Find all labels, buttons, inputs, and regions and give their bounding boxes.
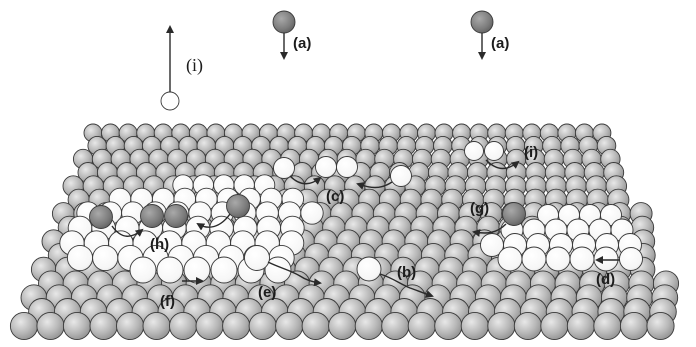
label-e: (e)	[258, 284, 276, 301]
substrate-atom	[619, 311, 649, 341]
substrate-atom	[195, 311, 224, 341]
adatom-dark	[89, 205, 113, 229]
substrate-atom	[62, 311, 92, 341]
adatom-cluster-c	[273, 157, 295, 179]
adatom-island-left	[300, 201, 324, 225]
substrate-atom	[301, 311, 330, 341]
adatom-island-left	[244, 245, 270, 271]
adatom-island-right	[569, 246, 595, 272]
adatom-cluster-c	[315, 156, 337, 178]
step-down-arrow-g	[472, 223, 507, 237]
dimer-arrow-l	[485, 159, 520, 170]
diffusion-arrow-c2	[356, 181, 393, 190]
label-f: (f)	[160, 293, 175, 310]
substrate-atom	[142, 311, 171, 341]
detachment-arrow-e	[267, 261, 322, 287]
label-d: (d)	[596, 271, 615, 288]
adatom-island-right	[593, 246, 619, 272]
substrate-atom	[434, 311, 463, 341]
adatom-dimer	[464, 141, 484, 161]
label-c: (c)	[326, 188, 344, 205]
desorbed-atom	[160, 91, 180, 111]
adatom-island-left	[129, 256, 157, 284]
substrate-atom	[89, 311, 118, 341]
substrate-atom	[593, 311, 622, 341]
adatom-dark	[140, 204, 164, 228]
adatom-cluster-c	[390, 165, 412, 187]
substrate-atom	[36, 311, 65, 341]
label-a-left: (a)	[293, 35, 311, 52]
substrate-atom	[381, 311, 410, 341]
deposition-atom	[272, 10, 296, 34]
adatom-cluster-c	[336, 156, 358, 178]
substrate-atom	[460, 311, 489, 341]
adatom-island-right	[545, 246, 571, 272]
substrate-atom	[169, 311, 198, 341]
label-i: (i)	[186, 55, 203, 76]
adatom-island-right	[521, 246, 547, 272]
adatom-dark	[226, 194, 250, 218]
substrate-atom	[566, 311, 595, 341]
label-l: (i)	[524, 144, 538, 161]
substrate-atom	[222, 311, 251, 341]
substrate-atom	[116, 311, 145, 341]
adatom-island-left	[183, 256, 211, 284]
adatom-dimer	[484, 141, 504, 161]
adatom-dark	[164, 204, 188, 228]
diffusion-arrow-b	[379, 273, 434, 298]
substrate-atom	[328, 311, 357, 341]
label-h: (h)	[150, 236, 169, 253]
substrate-atom	[354, 311, 383, 341]
diffusion-arrow-c1	[289, 175, 322, 185]
interlayer-arrow-h2	[196, 213, 231, 231]
substrate-atom	[540, 311, 569, 341]
label-b: (b)	[397, 264, 416, 281]
adatom-island-left	[92, 244, 119, 272]
substrate-atom	[9, 311, 39, 341]
substrate-atom	[487, 311, 516, 341]
substrate-atom	[275, 311, 304, 341]
deposition-atom	[470, 10, 494, 34]
adatom-single	[619, 247, 643, 271]
substrate-atom	[646, 311, 675, 341]
adatom-island-left	[210, 256, 238, 284]
interlayer-arrow-h1	[111, 225, 144, 237]
substrate-atom	[513, 311, 542, 341]
adatom-island-right	[497, 246, 523, 272]
adatom-island-left	[156, 256, 184, 284]
process-arrows	[111, 25, 620, 298]
substrate-atom	[248, 311, 277, 341]
adatom-island-left	[66, 244, 94, 272]
label-g: (g)	[470, 200, 489, 217]
adatom-islands	[59, 10, 643, 284]
process-labels: (a) (a) (i) (b) (c) (d) (e) (f) (g) (h) …	[150, 35, 615, 310]
label-a-right: (a)	[491, 35, 509, 52]
adatom-single	[356, 256, 382, 282]
adatom-dark	[502, 202, 526, 226]
substrate-atom	[407, 311, 436, 341]
